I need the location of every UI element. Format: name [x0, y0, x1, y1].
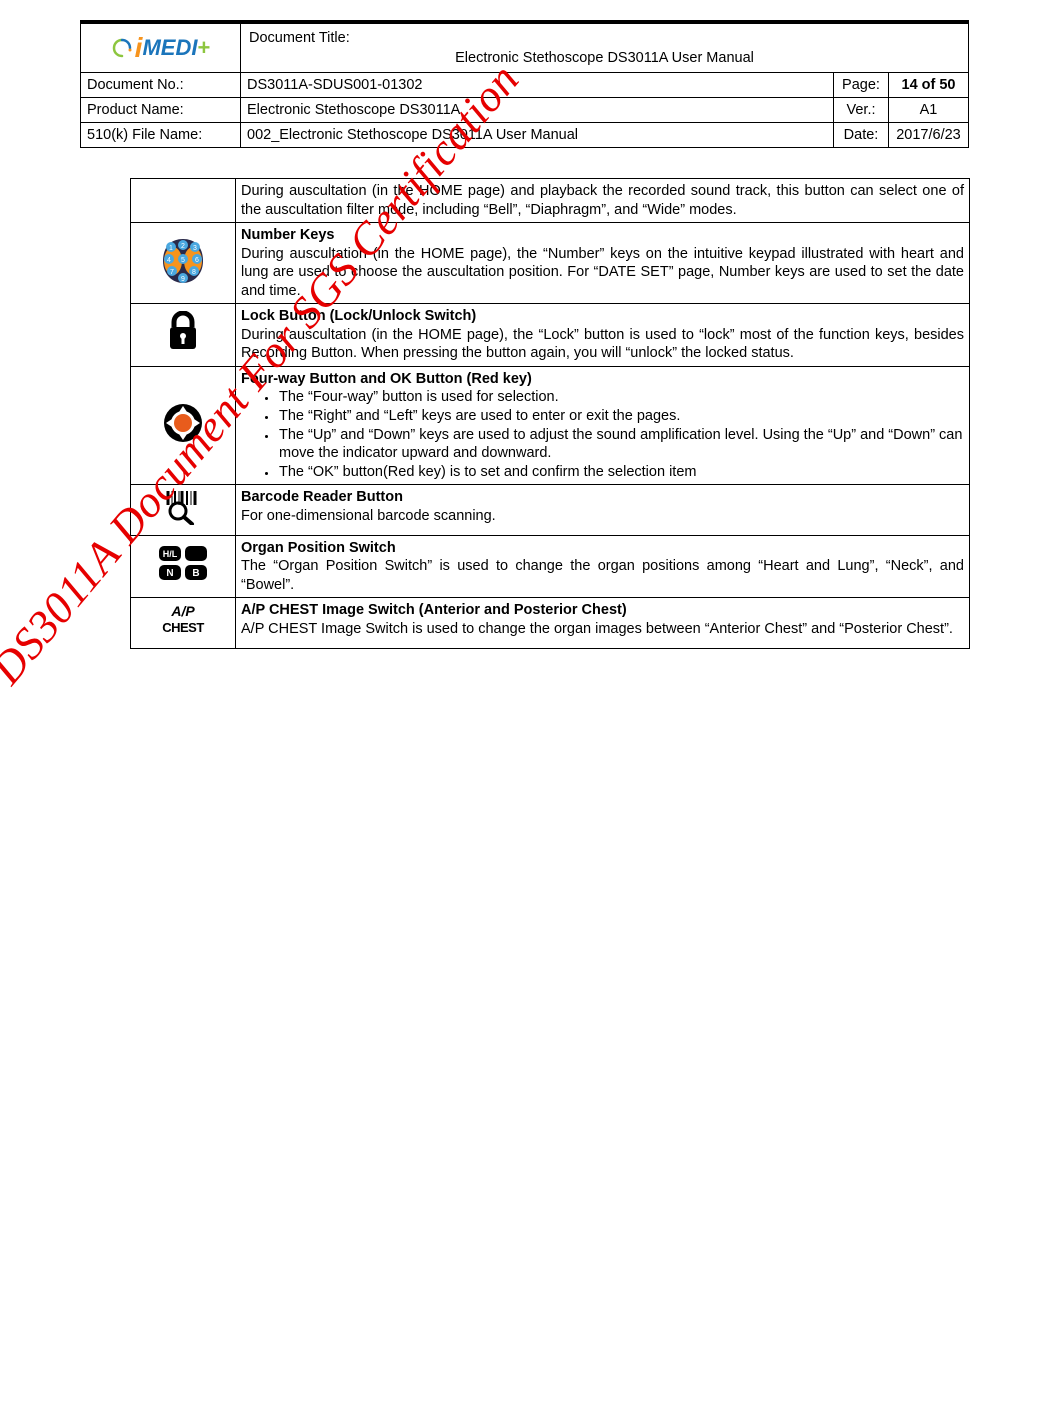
page-label: Page: [834, 73, 889, 98]
svg-text:3: 3 [193, 245, 197, 252]
document-header-table: iMEDI+ Document Title: Electronic Stetho… [80, 23, 969, 148]
date-label: Date: [834, 123, 889, 148]
desc-barcode: Barcode Reader Button For one-dimensiona… [236, 485, 970, 536]
svg-text:A/P: A/P [170, 603, 195, 619]
table-row: H/L N B Organ Position Switch The “Organ… [131, 535, 970, 598]
barcode-reader-icon [131, 485, 236, 536]
svg-text:2: 2 [181, 243, 185, 250]
lock-icon [131, 304, 236, 367]
desc-ap-chest: A/P CHEST Image Switch (Anterior and Pos… [236, 598, 970, 649]
doc-no-value: DS3011A-SDUS001-01302 [241, 73, 834, 98]
product-value: Electronic Stethoscope DS3011A [241, 98, 834, 123]
file-value: 002_Electronic Stethoscope DS3011A User … [241, 123, 834, 148]
table-row: Four-way Button and OK Button (Red key) … [131, 366, 970, 484]
desc-lock-button: Lock Button (Lock/Unlock Switch) During … [236, 304, 970, 367]
svg-text:CHEST: CHEST [162, 620, 204, 635]
doc-title-value: Electronic Stethoscope DS3011A User Manu… [249, 46, 960, 66]
svg-text:6: 6 [195, 257, 199, 264]
ver-value: A1 [889, 98, 969, 123]
svg-text:5: 5 [181, 257, 185, 264]
ver-label: Ver.: [834, 98, 889, 123]
svg-text:B: B [192, 568, 199, 579]
product-label: Product Name: [81, 98, 241, 123]
svg-text:1: 1 [169, 245, 173, 252]
page-value: 14 of 50 [902, 77, 956, 93]
desc-organ-position: Organ Position Switch The “Organ Positio… [236, 535, 970, 598]
table-row: Barcode Reader Button For one-dimensiona… [131, 485, 970, 536]
table-row: 1 2 3 4 5 6 7 8 9 Number Keys During aus… [131, 223, 970, 304]
file-label: 510(k) File Name: [81, 123, 241, 148]
table-row: Lock Button (Lock/Unlock Switch) During … [131, 304, 970, 367]
desc-four-way: Four-way Button and OK Button (Red key) … [236, 366, 970, 484]
imedi-logo: iMEDI+ [87, 35, 234, 61]
desc-filter-mode: During auscultation (in the HOME page) a… [236, 179, 970, 223]
svg-text:7: 7 [170, 269, 174, 276]
table-row: A/P CHEST A/P CHEST Image Switch (Anteri… [131, 598, 970, 649]
svg-text:4: 4 [167, 257, 171, 264]
svg-text:9: 9 [181, 276, 185, 283]
table-row: During auscultation (in the HOME page) a… [131, 179, 970, 223]
doc-no-label: Document No.: [81, 73, 241, 98]
function-description-table: During auscultation (in the HOME page) a… [130, 178, 970, 649]
organ-position-icon: H/L N B [131, 535, 236, 598]
icon-cell-empty [131, 179, 236, 223]
doc-title-label: Document Title: [249, 30, 960, 46]
svg-text:8: 8 [192, 269, 196, 276]
doc-title-cell: Document Title: Electronic Stethoscope D… [241, 24, 969, 73]
svg-text:H/L: H/L [163, 549, 178, 559]
ap-chest-icon: A/P CHEST [131, 598, 236, 649]
number-keys-icon: 1 2 3 4 5 6 7 8 9 [131, 223, 236, 304]
svg-text:N: N [166, 568, 173, 579]
desc-number-keys: Number Keys During auscultation (in the … [236, 223, 970, 304]
four-way-icon [131, 366, 236, 484]
date-value: 2017/6/23 [889, 123, 969, 148]
logo-cell: iMEDI+ [81, 24, 241, 73]
